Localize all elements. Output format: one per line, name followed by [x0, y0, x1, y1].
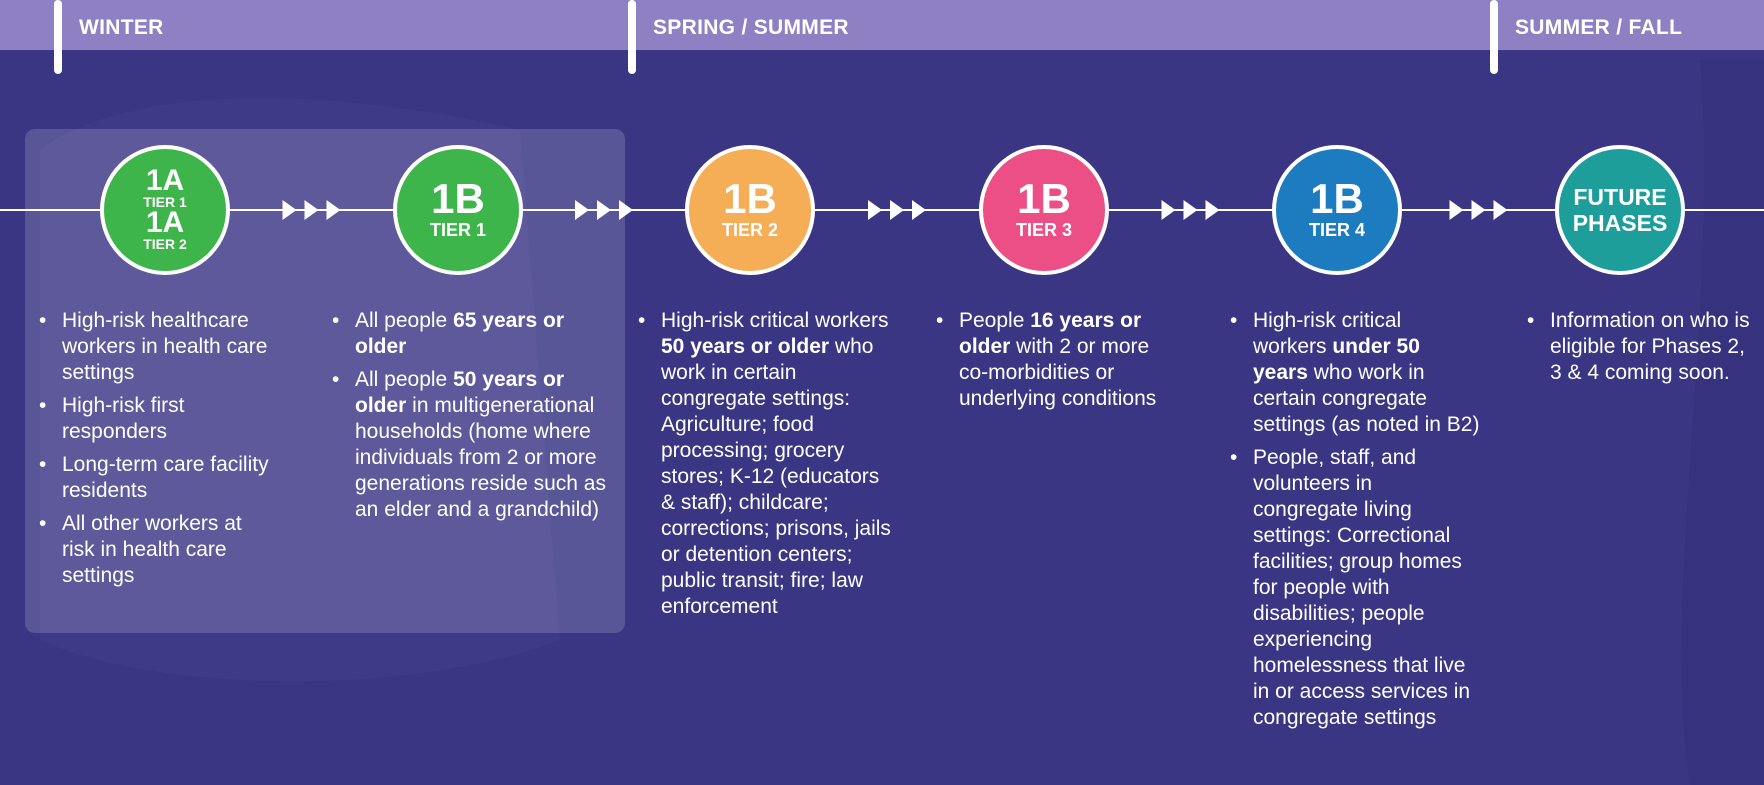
bullet-item: People, staff, and volunteers in congreg… [1230, 445, 1480, 731]
bullet-text: Information on who is eligible for Phase… [1550, 309, 1750, 384]
arrow [1493, 200, 1508, 220]
arrow [1449, 200, 1464, 220]
bullet-text: People, staff, and volunteers in congreg… [1253, 446, 1471, 729]
phase-details: High-risk critical workers under 50 year… [1230, 308, 1480, 738]
phase-details: All people 65 years or olderAll people 5… [332, 308, 612, 530]
phase-code: 1B [431, 175, 485, 222]
bullet-text: People [959, 309, 1031, 332]
bullet-item: All other workers at risk in health care… [39, 511, 279, 589]
background-shape [1681, 60, 1764, 785]
phase-details: People 16 years or older with 2 or more … [936, 308, 1181, 419]
phase-circle [1272, 145, 1402, 275]
bullet-text: 65 years or older [355, 309, 564, 358]
phase-code: 1B [1017, 175, 1071, 222]
phase-tier: TIER 4 [1308, 220, 1365, 240]
arrow [1205, 200, 1220, 220]
bullet-text: High-risk critical workers [1253, 309, 1402, 358]
season-label: SUMMER / FALL [1515, 16, 1683, 39]
arrow [890, 200, 904, 220]
phase-details: Information on who is eligible for Phase… [1527, 308, 1752, 393]
bullet-item: High-risk critical workers under 50 year… [1230, 308, 1480, 438]
phase-details: High-risk critical workers 50 years or o… [638, 308, 898, 627]
bullet-item: People 16 years or older with 2 or more … [936, 308, 1181, 412]
bullet-text: High-risk healthcare workers in health c… [62, 309, 268, 384]
bullet-text: All people [355, 309, 454, 332]
phase-badge: 1B TIER 3 [979, 145, 1109, 275]
bullet-list: High-risk critical workers 50 years or o… [638, 308, 898, 620]
phase-badge: 1B TIER 4 [1272, 145, 1402, 275]
arrow [868, 200, 882, 220]
phase-badge: 1B TIER 2 [685, 145, 815, 275]
bullet-text: 50 years or older [355, 368, 564, 417]
arrow [619, 200, 633, 220]
phase-circle [979, 145, 1109, 275]
arrow [1471, 200, 1486, 220]
bullet-text: who work in certain congregate settings:… [661, 335, 891, 618]
phase-badge: 1B TIER 1 [393, 145, 523, 275]
arrow [575, 200, 589, 220]
arrow [326, 200, 341, 220]
bullet-text: under 50 years [1253, 335, 1420, 384]
bullet-item: High-risk first responders [39, 393, 279, 445]
bullet-list: Information on who is eligible for Phase… [1527, 308, 1752, 386]
phase-circle [685, 145, 815, 275]
arrow [1161, 200, 1176, 220]
phase-tier: TIER 3 [1015, 220, 1072, 240]
phase-code: 1B [1310, 175, 1364, 222]
bullet-text: with 2 or more co-morbidities or underly… [959, 335, 1157, 410]
bullet-text: 50 years or older [661, 335, 830, 358]
arrow [282, 200, 297, 220]
phase-tier: TIER 1 [143, 194, 187, 210]
phase-circle [1555, 145, 1685, 275]
phase-tier: TIER 2 [721, 220, 778, 240]
bullet-item: All people 50 years or older in multigen… [332, 367, 612, 523]
season-tick [1490, 0, 1498, 74]
bullet-item: All people 65 years or older [332, 308, 612, 360]
bullet-text: All people [355, 368, 454, 391]
bullet-item: Long-term care facility residents [39, 452, 279, 504]
bullet-text: High-risk critical workers [661, 309, 889, 332]
phase-code: 1A [145, 164, 185, 197]
bullet-list: High-risk critical workers under 50 year… [1230, 308, 1480, 731]
season-label: WINTER [79, 16, 164, 39]
arrow [597, 200, 611, 220]
phase-circle [393, 145, 523, 275]
phase-badge: FUTURE PHASES [1555, 145, 1685, 275]
bullet-item: Information on who is eligible for Phase… [1527, 308, 1752, 386]
arrow [1183, 200, 1198, 220]
phase-details: High-risk healthcare workers in health c… [39, 308, 279, 596]
bullet-text: Long-term care facility residents [62, 453, 269, 502]
bullet-text: High-risk first responders [62, 394, 185, 443]
phase-code: 1B [723, 175, 777, 222]
phase-tier: TIER 2 [143, 236, 187, 252]
bullet-item: High-risk healthcare workers in health c… [39, 308, 279, 386]
bullet-item: High-risk critical workers 50 years or o… [638, 308, 898, 620]
phase-badge: 1A TIER 1 1A TIER 2 [100, 145, 230, 275]
phase-tier: TIER 1 [429, 220, 486, 240]
bullet-text: who work in certain congregate settings … [1253, 361, 1480, 436]
season-band [0, 0, 1764, 50]
bullet-text: 16 years or older [959, 309, 1142, 358]
season-tick [628, 0, 636, 74]
bullet-text: All other workers at risk in health care… [62, 512, 242, 587]
bullet-list: People 16 years or older with 2 or more … [936, 308, 1181, 412]
season-label: SPRING / SUMMER [653, 16, 849, 39]
bullet-list: All people 65 years or olderAll people 5… [332, 308, 612, 523]
bullet-text: in multigenerational households (home wh… [355, 394, 606, 521]
phase-circle [100, 145, 230, 275]
arrow [912, 200, 926, 220]
arrow [304, 200, 319, 220]
bullet-list: High-risk healthcare workers in health c… [39, 308, 279, 589]
phase-code: FUTURE PHASES [1572, 184, 1668, 236]
season-tick [54, 0, 62, 74]
phase-code: 1A [145, 206, 185, 239]
